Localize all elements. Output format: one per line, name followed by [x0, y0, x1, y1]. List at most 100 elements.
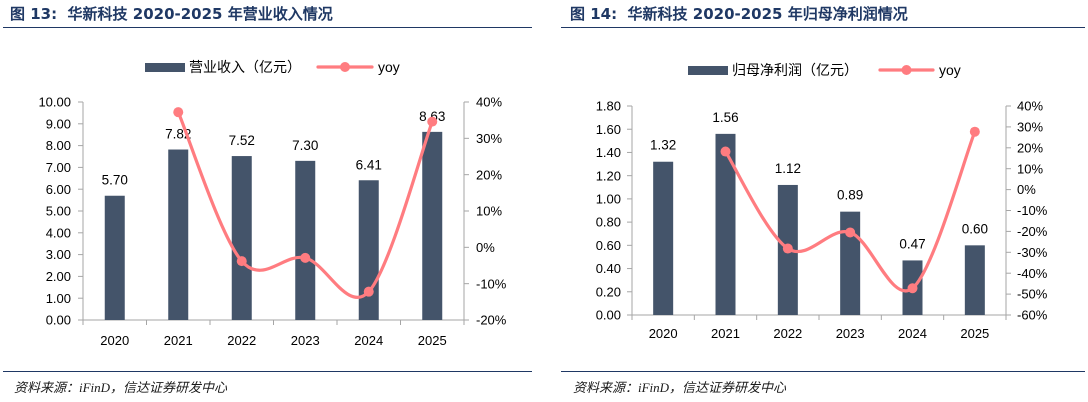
- left-axis-tick-label: 7.00: [46, 160, 71, 175]
- bar-2021: [715, 133, 736, 315]
- right-axis-tick-label: -20%: [476, 313, 507, 328]
- bar-2021: [168, 149, 189, 320]
- left-axis-tick-label: 0.80: [596, 215, 621, 230]
- x-axis-label-2023: 2023: [291, 333, 320, 348]
- bar-value-label-2024: 0.47: [899, 236, 925, 251]
- yoy-point-2022: [782, 243, 793, 254]
- legend-line-marker: [901, 65, 912, 75]
- bar-value-label-2022: 1.12: [775, 161, 801, 176]
- left-axis-tick-label: 0.00: [596, 308, 621, 323]
- right-axis-tick-label: -20%: [1017, 224, 1048, 239]
- right-axis-tick-label: -40%: [1017, 266, 1048, 281]
- right-axis-tick-label: -60%: [1017, 308, 1048, 323]
- left-axis-tick-label: 9.00: [46, 116, 71, 131]
- left-axis-tick-label: 5.00: [46, 204, 71, 219]
- legend-line-label: yoy: [939, 62, 961, 78]
- left-axis-tick-label: 0.00: [46, 313, 71, 328]
- left-axis-tick-label: 1.40: [596, 145, 621, 160]
- bar-2025: [964, 245, 985, 315]
- net-profit-chart: 0.00 0.20 0.40 0.60 0.80 1.00 1.20 1.40 1.60 1.80…: [596, 62, 1048, 341]
- right-axis-tick-label: 10%: [1017, 161, 1043, 176]
- x-axis-label-2021: 2021: [164, 333, 193, 348]
- bar-2023: [295, 160, 316, 320]
- bar-2023: [840, 211, 861, 315]
- left-axis-tick-label: 1.80: [596, 99, 621, 114]
- bar-2022: [231, 156, 252, 320]
- yoy-point-2024: [907, 283, 918, 294]
- bar-value-label-2025: 0.60: [962, 221, 988, 236]
- figure-13-title: 图 13: 华新科技 2020-2025 年营业收入情况: [10, 5, 333, 23]
- legend-line-marker: [340, 62, 350, 72]
- yoy-line: [723, 130, 977, 293]
- right-axis-tick-label: 40%: [1017, 99, 1043, 114]
- left-axis-tick-label: 1.00: [596, 191, 621, 206]
- left-axis-tick-label: 4.00: [46, 225, 71, 240]
- source-divider-right: [561, 371, 1085, 372]
- left-axis-tick-label: 1.20: [596, 168, 621, 183]
- yoy-point-2023: [845, 227, 856, 238]
- yoy-point-2024: [363, 286, 374, 297]
- source-note-left: 资料来源：iFinD，信达证券研发中心: [14, 380, 228, 395]
- x-axis-label-2020: 2020: [100, 333, 129, 348]
- title-divider-right: [561, 27, 1085, 28]
- x-axis-label-2022: 2022: [773, 326, 802, 341]
- left-axis-tick-label: 0.40: [596, 261, 621, 276]
- right-axis-tick-label: 0%: [476, 240, 495, 255]
- yoy-point-2021: [173, 107, 184, 118]
- left-axis-tick-label: 6.00: [46, 182, 71, 197]
- figure-14-title: 图 14: 华新科技 2020-2025 年归母净利润情况: [570, 5, 908, 23]
- left-axis-tick-label: 10.00: [38, 95, 71, 110]
- right-axis-tick-label: 20%: [476, 167, 502, 182]
- bar-value-label-2023: 0.89: [837, 188, 863, 203]
- yoy-point-2025: [427, 116, 438, 127]
- left-axis-tick-label: 1.60: [596, 122, 621, 137]
- bar-2020: [104, 195, 125, 320]
- legend-bar-label: 归母净利润（亿元）: [732, 62, 858, 78]
- left-axis-tick-label: 0.20: [596, 284, 621, 299]
- bar-value-label-2021: 1.56: [712, 110, 738, 125]
- x-axis-label-2020: 2020: [649, 326, 678, 341]
- x-axis-label-2024: 2024: [354, 333, 383, 348]
- yoy-point-2022: [236, 256, 247, 267]
- right-axis-tick-label: 40%: [476, 95, 502, 110]
- x-axis-label-2021: 2021: [711, 326, 740, 341]
- yoy-point-2021: [720, 146, 731, 157]
- legend-line-label: yoy: [378, 59, 400, 75]
- yoy-point-2023: [300, 252, 311, 263]
- right-axis-tick-label: -30%: [1017, 245, 1048, 260]
- right-axis-tick-label: 20%: [1017, 140, 1043, 155]
- bar-2020: [653, 161, 674, 315]
- x-axis-label-2025: 2025: [418, 333, 447, 348]
- right-axis-tick-label: -10%: [1017, 203, 1048, 218]
- left-axis-tick-label: 0.60: [596, 238, 621, 253]
- bar-value-label-2020: 1.32: [650, 138, 676, 153]
- right-axis-tick-label: 30%: [476, 131, 502, 146]
- bar-2024: [358, 180, 379, 320]
- revenue-chart: 0.00 1.00 2.00 3.00 4.00 5.00 6.00 7.00 8.00 9.00…: [38, 59, 506, 348]
- legend-bar-label: 营业收入（亿元）: [189, 59, 301, 75]
- source-divider-left: [3, 371, 532, 372]
- x-axis-label-2022: 2022: [227, 333, 256, 348]
- right-axis-tick-label: 30%: [1017, 120, 1043, 135]
- title-divider-left: [3, 27, 532, 28]
- x-axis-label-2023: 2023: [836, 326, 865, 341]
- right-axis-tick-label: 10%: [476, 204, 502, 219]
- right-axis-tick-label: -50%: [1017, 287, 1048, 302]
- bar-value-label-2022: 7.52: [229, 133, 255, 148]
- bar-value-label-2024: 6.41: [356, 157, 382, 172]
- bar-value-label-2020: 5.70: [102, 173, 128, 188]
- left-axis-tick-label: 3.00: [46, 247, 71, 262]
- yoy-point-2025: [969, 126, 980, 137]
- right-axis-tick-label: 0%: [1017, 182, 1036, 197]
- left-axis-tick-label: 2.00: [46, 269, 71, 284]
- legend-bar-swatch: [145, 63, 185, 72]
- legend-bar-swatch: [688, 66, 728, 75]
- x-axis-label-2024: 2024: [898, 326, 927, 341]
- bar-2025: [422, 131, 443, 320]
- x-axis-label-2025: 2025: [960, 326, 989, 341]
- left-axis-tick-label: 8.00: [46, 138, 71, 153]
- bar-value-label-2025: 8.63: [419, 109, 445, 124]
- left-axis-tick-label: 1.00: [46, 291, 71, 306]
- bar-value-label-2023: 7.30: [292, 138, 318, 153]
